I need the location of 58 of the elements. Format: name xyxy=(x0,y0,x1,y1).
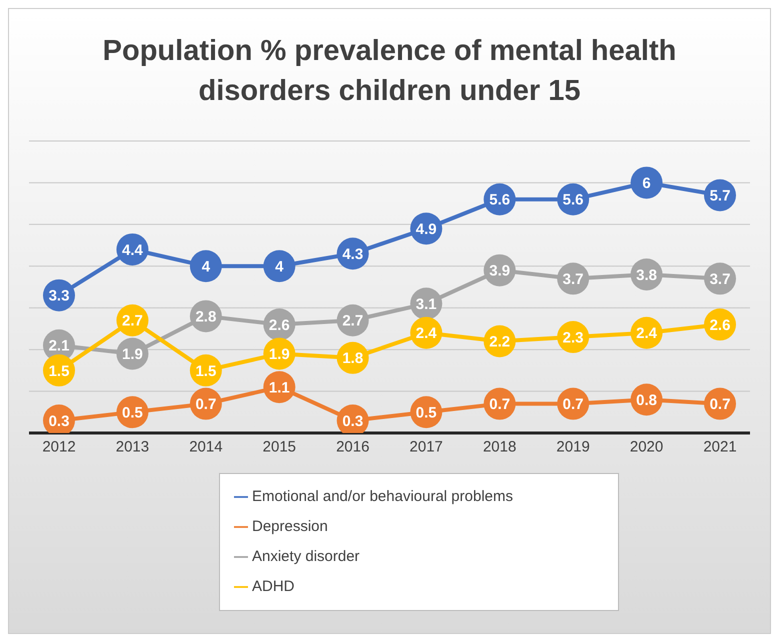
data-label: 3.3 xyxy=(48,288,70,305)
data-label: 4.3 xyxy=(342,246,364,263)
x-tick-label: 2015 xyxy=(262,438,296,456)
data-label: 3.9 xyxy=(489,262,510,280)
x-tick-label: 2012 xyxy=(42,438,76,456)
data-label: 1.5 xyxy=(48,362,70,380)
x-tick-label: 2018 xyxy=(482,438,516,456)
data-label: 4.9 xyxy=(416,220,437,238)
data-label: 2.6 xyxy=(710,316,730,334)
point xyxy=(190,250,222,282)
x-tick-label: 2021 xyxy=(703,438,737,456)
point xyxy=(263,250,296,282)
data-label: 1.1 xyxy=(268,379,290,396)
point xyxy=(630,166,663,199)
data-label: 0.7 xyxy=(562,396,584,414)
data-label: 0.7 xyxy=(489,396,510,414)
data-label: 1.8 xyxy=(342,350,364,368)
data-label: 1.9 xyxy=(122,346,143,364)
data-label: 2.3 xyxy=(562,329,584,346)
data-label: 1.9 xyxy=(268,346,290,364)
chart-title: Population % prevalence of mental health disorders children under 15 xyxy=(102,34,678,109)
data-label: 4 xyxy=(275,258,284,276)
data-label: 0.5 xyxy=(122,404,143,422)
data-label: 2.6 xyxy=(268,316,290,334)
data-label: 2.7 xyxy=(122,312,143,330)
data-label: 5.6 xyxy=(562,192,584,209)
data-label: 2.4 xyxy=(636,325,658,342)
data-label: 0.8 xyxy=(636,392,657,409)
x-tick-label: 2017 xyxy=(410,438,443,456)
data-label: 2.1 xyxy=(48,338,70,355)
x-tick-label: 2013 xyxy=(116,438,150,456)
data-label: 2.7 xyxy=(342,312,364,330)
data-label: 0.5 xyxy=(416,404,437,422)
legend-label: Anxiety disorder xyxy=(252,548,360,565)
data-label: 5.7 xyxy=(710,188,730,205)
data-label: 2.2 xyxy=(489,334,510,351)
data-label: 4.4 xyxy=(122,242,144,259)
data-label: 3.7 xyxy=(710,270,730,288)
x-tick-label: 2020 xyxy=(630,438,664,456)
data-label: 1.5 xyxy=(195,362,216,380)
data-label: 0.3 xyxy=(342,412,364,430)
x-tick-label: 2014 xyxy=(189,438,223,456)
legend-label: Depression xyxy=(252,518,328,535)
legend-label: Emotional and/or behavioural problems xyxy=(252,488,513,505)
data-label: 0.7 xyxy=(195,396,216,414)
data-label: 3.8 xyxy=(636,266,657,284)
data-label: 2.8 xyxy=(195,308,216,326)
data-label: 3.7 xyxy=(562,270,584,288)
data-label: 4 xyxy=(202,258,211,276)
data-label: 2.4 xyxy=(416,325,438,342)
legend-label: ADHD xyxy=(252,578,295,595)
x-tick-label: 2019 xyxy=(556,438,590,456)
data-label: 6 xyxy=(642,175,651,192)
x-tick-label: 2016 xyxy=(336,438,370,456)
data-label: 3.1 xyxy=(416,296,437,314)
data-label: 0.7 xyxy=(710,396,730,414)
data-label: 0.3 xyxy=(48,412,70,430)
data-label: 5.6 xyxy=(489,192,510,209)
